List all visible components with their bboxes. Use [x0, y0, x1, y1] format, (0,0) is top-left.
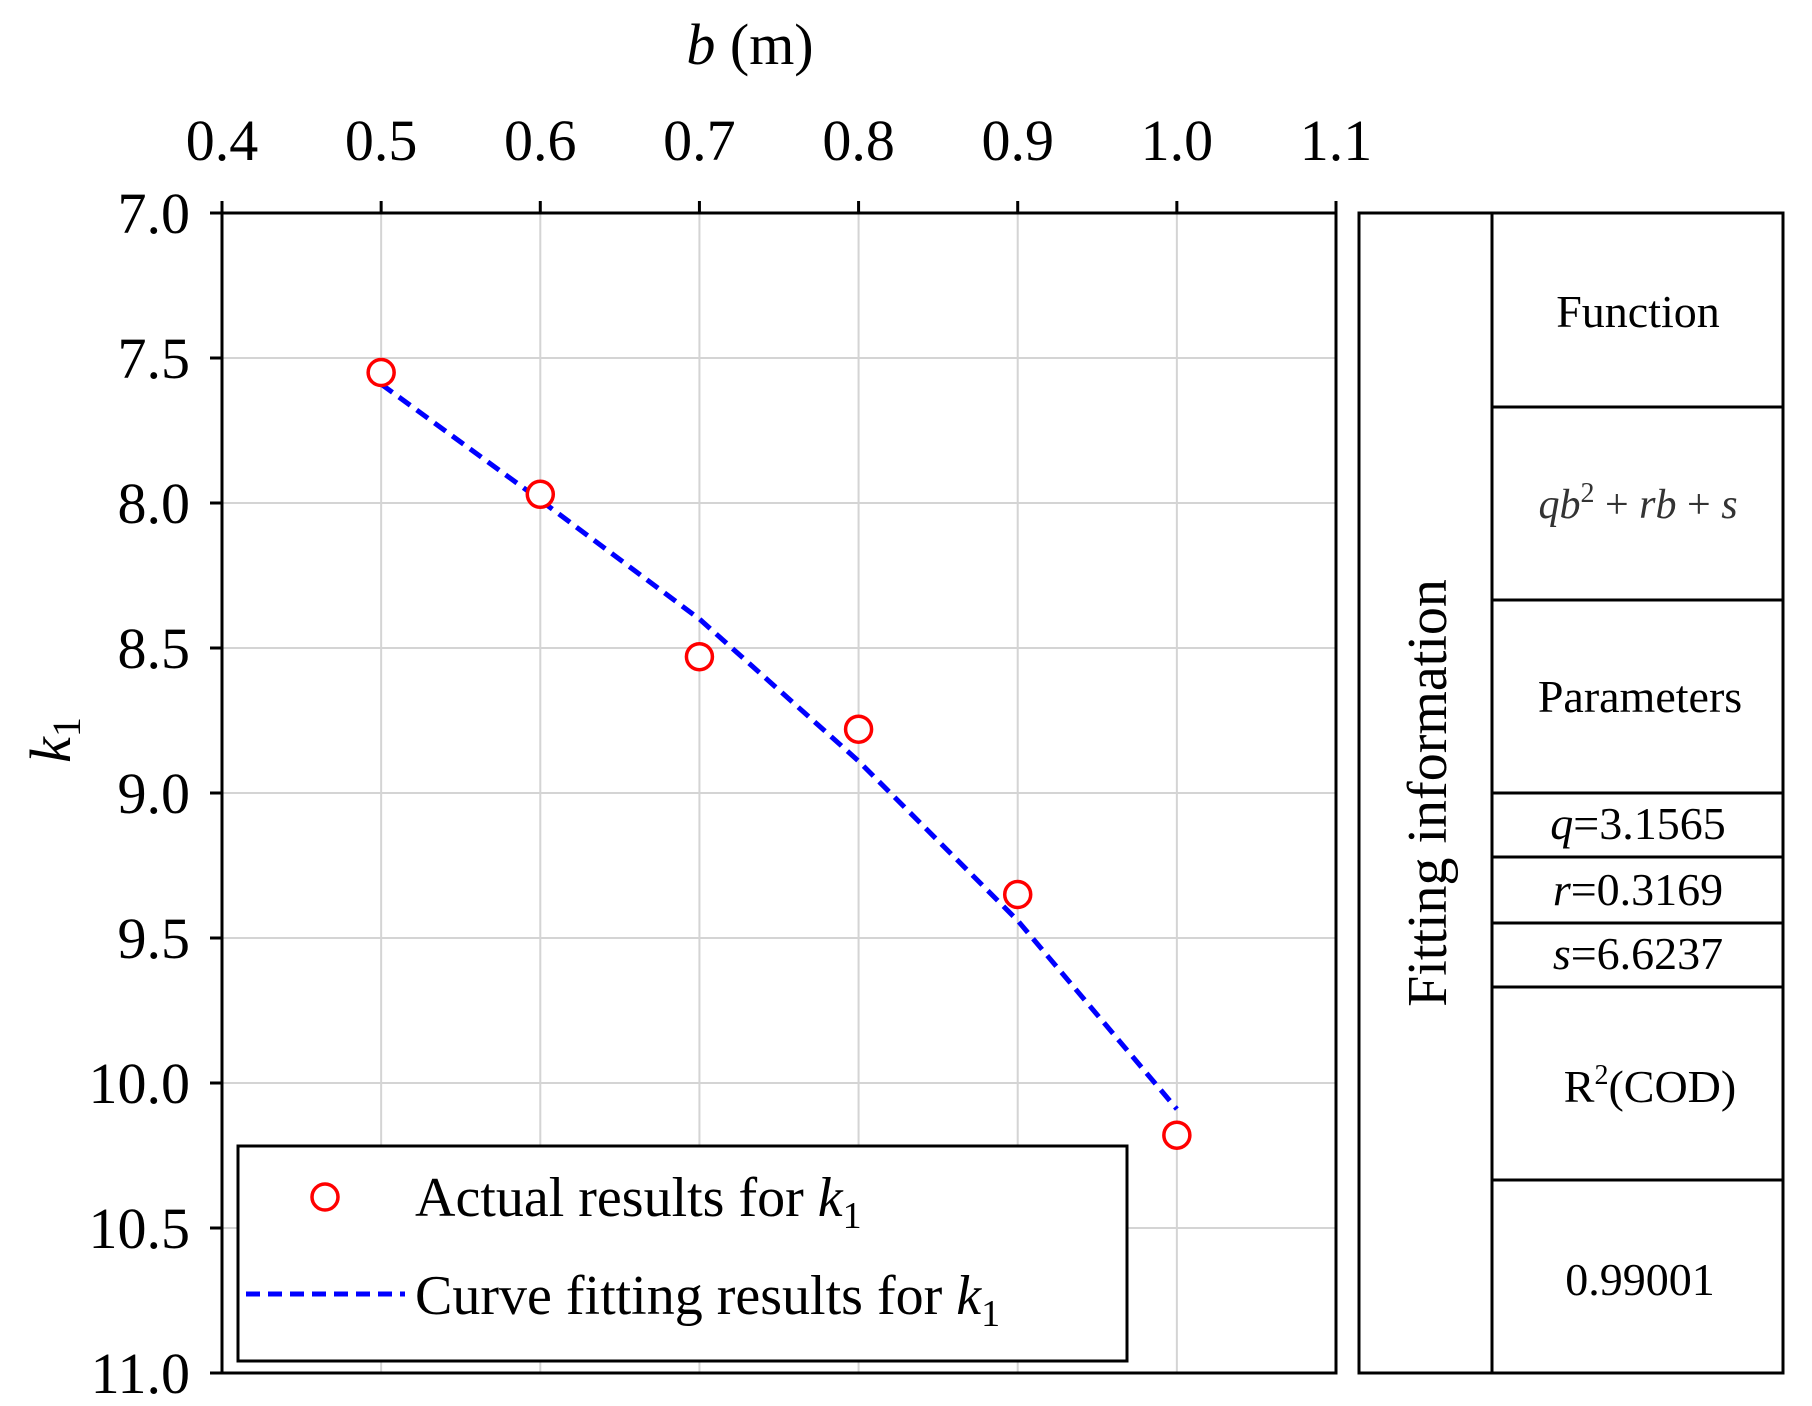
axes-layer: 0.4 0.5 0.6 0.7 0.8 0.9 1.0 1.1 7.0 7.5 8.0 8.5 9.0 9…: [89, 108, 1373, 1406]
r2-header-base: R: [1564, 1061, 1595, 1112]
x-tick-label: 0.6: [504, 108, 577, 173]
param-r-value: =0.3169: [1571, 864, 1723, 915]
legend-label-fit: Curve fitting results for k1: [415, 1265, 1000, 1335]
y-tick-label: 11.0: [91, 1341, 190, 1406]
function-formula: qb2 + rb + s: [1538, 478, 1737, 528]
parameters-header: Parameters: [1538, 671, 1742, 722]
fit-table-title: Fitting information: [1397, 579, 1459, 1007]
param-r-name: r: [1553, 864, 1572, 915]
y-tick-label: 10.5: [89, 1196, 191, 1261]
legend: Actual results for k1 Curve fitting resu…: [236, 1144, 1129, 1363]
formula-s: s: [1721, 482, 1737, 528]
param-s-name: s: [1553, 928, 1571, 979]
y-tick-label: 8.5: [118, 616, 191, 681]
x-tick-label: 0.7: [663, 108, 736, 173]
r2-value: 0.99001: [1565, 1254, 1715, 1305]
y-tick-label: 9.5: [118, 906, 191, 971]
legend-label-actual-sub: 1: [843, 1195, 862, 1237]
actual-point: [843, 714, 874, 744]
param-q-value: =3.1565: [1573, 798, 1725, 849]
actual-point: [525, 479, 556, 510]
y-tick-label: 8.0: [118, 471, 191, 536]
param-s: s=6.6237: [1553, 928, 1723, 979]
y-axis-title: k1: [18, 717, 89, 763]
legend-label-fit-sub: 1: [981, 1293, 1000, 1335]
formula-b: b: [1559, 482, 1580, 528]
legend-label-actual: Actual results for k1: [415, 1167, 862, 1237]
r2-header: R2(COD): [1564, 1060, 1736, 1112]
x-axis-title: b (m): [686, 12, 813, 77]
param-q-name: q: [1550, 798, 1573, 849]
function-header: Function: [1556, 286, 1720, 337]
y-tick-label: 9.0: [118, 761, 191, 826]
y-tick-label: 7.5: [118, 326, 191, 391]
legend-label-fit-var: k: [956, 1265, 982, 1327]
x-tick-label: 0.8: [822, 108, 895, 173]
legend-marker-actual: [310, 1182, 340, 1212]
actual-point: [684, 641, 715, 672]
x-tick-label: 0.9: [981, 108, 1054, 173]
actual-point: [1002, 879, 1033, 910]
x-tick-label: 1.1: [1300, 108, 1373, 173]
x-tick-label: 0.5: [345, 108, 418, 173]
x-axis-var: b: [686, 12, 715, 77]
y-axis-var: k: [18, 736, 83, 763]
formula-r: r: [1639, 482, 1656, 528]
fit-table: [1357, 211, 1785, 1375]
actual-point: [366, 357, 396, 388]
r2-header-sup: 2: [1594, 1060, 1608, 1091]
x-tick-label: 0.4: [186, 108, 259, 173]
legend-label-fit-text: Curve fitting results for: [415, 1265, 956, 1327]
legend-label-actual-var: k: [818, 1167, 844, 1229]
formula-sup: 2: [1580, 478, 1594, 509]
param-r: r=0.3169: [1553, 864, 1723, 915]
actual-point: [1162, 1120, 1192, 1150]
y-axis-sub: 1: [44, 717, 89, 737]
param-s-value: =6.6237: [1571, 928, 1723, 979]
x-tick-label: 1.0: [1141, 108, 1214, 173]
fit-curve-line: [379, 382, 1179, 1111]
param-q: q=3.1565: [1550, 798, 1725, 849]
r2-header-rest: (COD): [1608, 1061, 1736, 1112]
legend-box: [236, 1144, 1129, 1363]
formula-b2: b: [1656, 482, 1677, 528]
y-tick-label: 7.0: [118, 181, 191, 246]
formula-plus2: +: [1677, 482, 1722, 528]
formula-plus1: +: [1594, 482, 1639, 528]
formula-q: q: [1538, 482, 1559, 528]
legend-label-actual-text: Actual results for: [415, 1167, 818, 1229]
series-layer: [366, 357, 1192, 1150]
x-axis-unit: (m): [715, 12, 813, 77]
y-tick-label: 10.0: [89, 1051, 191, 1116]
